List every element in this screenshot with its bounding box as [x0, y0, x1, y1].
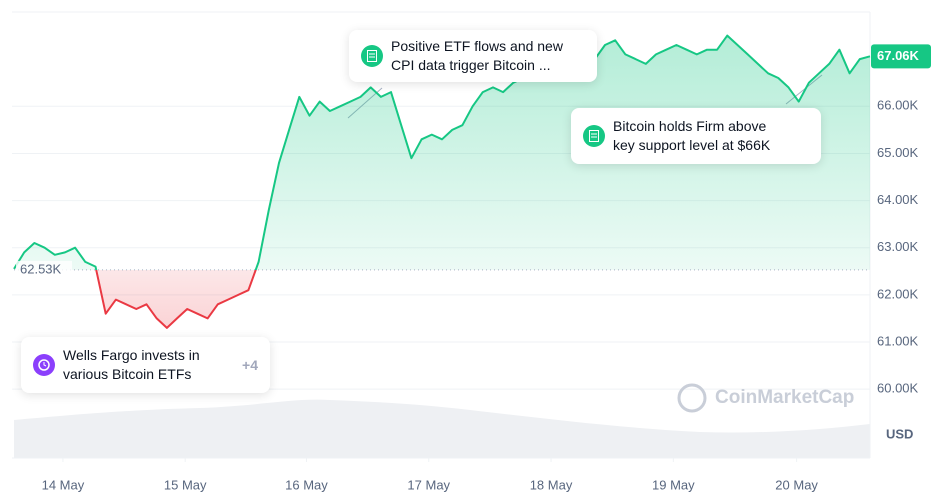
last-price-label: 67.06K: [877, 48, 920, 63]
y-tick-label: 61.00K: [877, 333, 919, 348]
last-price-tag: [871, 44, 931, 69]
volume-area: [14, 399, 870, 458]
y-unit: USD: [886, 426, 913, 441]
annotation[interactable]: Bitcoin holds Firm above key support leve…: [571, 108, 821, 164]
doc-glyph: [367, 50, 377, 62]
annotation-text: Positive ETF flows and new CPI data trigg…: [391, 37, 563, 75]
news-icon: [361, 45, 383, 67]
annotation-line: Bitcoin holds Firm above: [613, 118, 767, 134]
x-tick-label: 16 May: [285, 477, 328, 492]
more-count[interactable]: +4: [242, 356, 258, 373]
price-line: [13, 34, 871, 329]
x-tick-label: 20 May: [775, 477, 818, 492]
x-tick-label: 18 May: [530, 477, 573, 492]
y-tick-label: 65.00K: [877, 145, 919, 160]
news-icon: [583, 125, 605, 147]
baseline-label-bg: [16, 260, 72, 279]
watermark: CoinMarketCap: [715, 387, 854, 408]
annotation[interactable]: Positive ETF flows and new CPI data trigg…: [349, 30, 597, 82]
y-tick-label: 66.00K: [877, 98, 919, 113]
x-tick-label: 15 May: [164, 477, 207, 492]
annotation[interactable]: Wells Fargo invests in various Bitcoin ET…: [21, 337, 270, 393]
annotation-line: Wells Fargo invests in: [63, 347, 200, 363]
y-tick-label: 62.00K: [877, 286, 919, 301]
y-tick-label: 63.00K: [877, 239, 919, 254]
y-tick-label: 60.00K: [877, 381, 919, 396]
x-tick-label: 14 May: [42, 477, 85, 492]
annotation-line: various Bitcoin ETFs: [63, 366, 192, 382]
doc-glyph: [589, 130, 599, 142]
annotation-text: Wells Fargo invests in various Bitcoin ET…: [63, 346, 200, 384]
baseline-label: 62.53K: [20, 261, 62, 276]
watermark-logo: [677, 383, 707, 413]
clock-glyph: [38, 359, 50, 371]
annotation-line: Positive ETF flows and new: [391, 38, 563, 54]
y-tick-label: 64.00K: [877, 192, 919, 207]
annotation-line: CPI data trigger Bitcoin ...: [391, 57, 551, 73]
x-tick-label: 19 May: [652, 477, 695, 492]
annotation-line: key support level at $66K: [613, 137, 771, 153]
event-icon: [33, 354, 55, 376]
x-tick-label: 17 May: [407, 477, 450, 492]
annotation-text: Bitcoin holds Firm above key support leve…: [613, 117, 770, 155]
